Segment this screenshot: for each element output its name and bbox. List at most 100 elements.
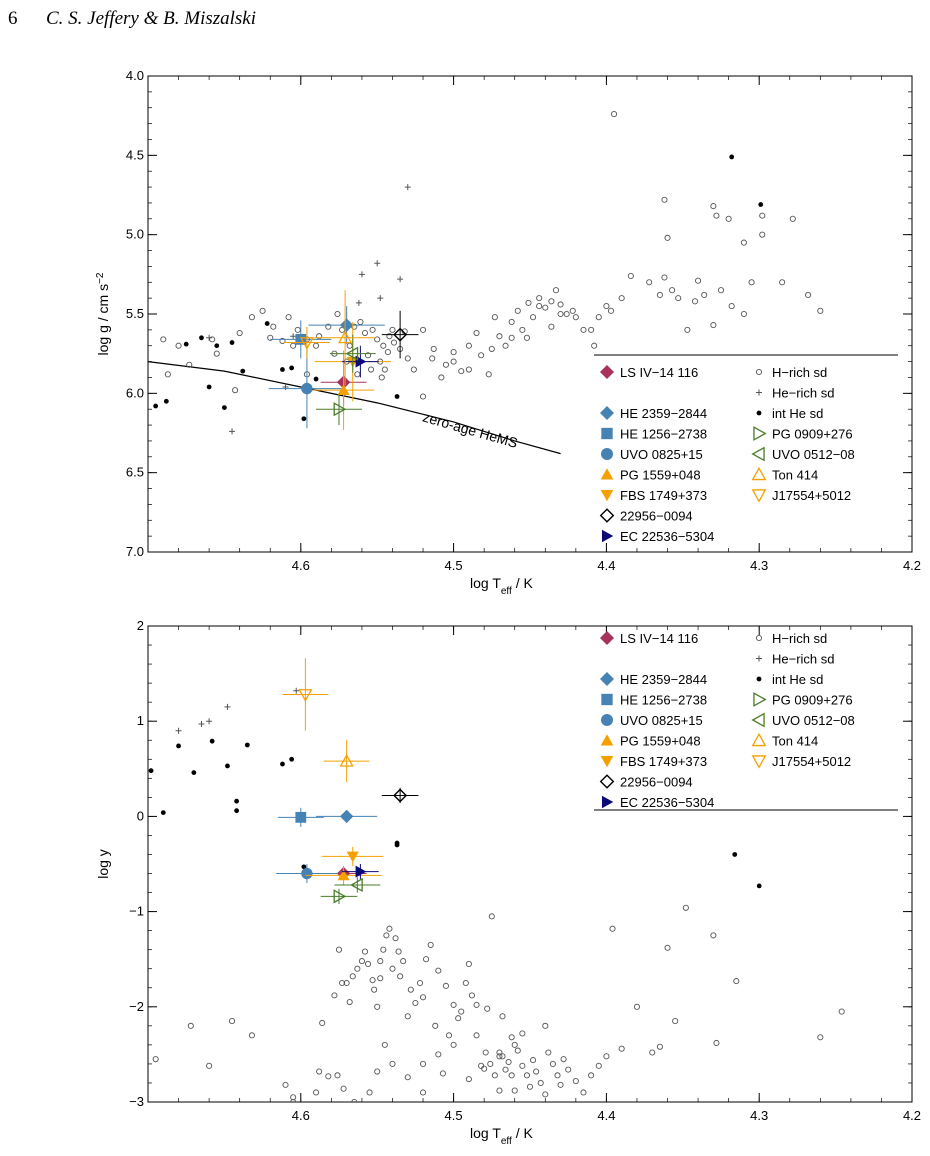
h-rich-sd-point (357, 318, 364, 325)
legend-label: HE 2359−2844 (620, 672, 707, 687)
h-rich-sd-point (560, 1056, 567, 1063)
h-rich-sd-point (445, 1032, 453, 1039)
h-rich-sd-point (789, 215, 796, 222)
h-rich-sd-point (572, 1078, 579, 1085)
h-rich-sd-point (354, 965, 361, 972)
h-rich-sd-point (468, 992, 475, 999)
star-marker (355, 355, 367, 368)
h-rich-sd-point (187, 1022, 194, 1029)
h-rich-sd-point (557, 310, 564, 318)
h-rich-sd-point (565, 1066, 572, 1073)
x-tick-label-2: 4.3 (750, 1108, 768, 1123)
legend-marker (601, 693, 613, 706)
legend-marker (601, 529, 614, 543)
h-rich-sd-point (450, 1041, 457, 1048)
h-rich-sd-point (160, 336, 167, 343)
h-rich-sd-point (374, 1068, 381, 1075)
h-rich-sd-point (384, 349, 391, 356)
h-rich-sd-point (838, 1008, 845, 1015)
h-rich-sd-point (389, 965, 396, 972)
h-rich-sd-point (438, 374, 445, 381)
legend-label: LS IV−14 116 (620, 365, 698, 380)
page-authors: C. S. Jeffery & B. Miszalski (46, 8, 257, 29)
h-rich-sd-point (334, 310, 341, 318)
int-he-sd-point (756, 883, 762, 889)
h-rich-sd-point (533, 1068, 540, 1075)
h-rich-sd-point (656, 1043, 663, 1050)
he-rich-sd-point (404, 184, 411, 191)
h-rich-sd-point (488, 345, 495, 352)
h-rich-sd-point (537, 1079, 544, 1087)
y-tick-label-2: 2 (137, 618, 144, 633)
int-he-sd-point (163, 398, 169, 404)
h-rich-sd-point (656, 291, 663, 299)
h-rich-sd-point (482, 1049, 489, 1056)
legend-label: FBS 1749+373 (620, 754, 707, 769)
legend-label: Ton 414 (772, 734, 818, 749)
int-he-sd-point (153, 403, 159, 409)
h-rich-sd-point (588, 326, 595, 333)
h-rich-sd-point (485, 371, 492, 378)
legend-label: HE 1256−2738 (620, 427, 707, 442)
h-rich-sd-point (536, 303, 543, 310)
h-rich-sd-point (478, 352, 485, 359)
x-axis-label-subscript: eff (501, 586, 512, 597)
y-tick-label-2: −2 (129, 999, 144, 1014)
legend-marker (756, 655, 762, 662)
h-rich-sd-point (206, 1062, 213, 1069)
int-he-sd-point (301, 864, 307, 870)
h-rich-sd-point (580, 326, 587, 333)
legend-marker (756, 676, 762, 682)
int-he-sd-point (394, 394, 400, 399)
h-rich-sd-point (368, 366, 375, 373)
h-rich-sd-point (455, 1015, 462, 1022)
h-rich-sd-point (371, 986, 378, 993)
h-rich-sd-point (499, 1013, 506, 1020)
legend-marker (753, 692, 767, 707)
h-rich-sd-point (542, 1022, 549, 1029)
h-rich-sd-point (779, 279, 786, 286)
h-rich-sd-point (389, 1060, 396, 1067)
x-axis-label-1: log Teff / K (470, 575, 533, 597)
h-rich-sd-point (316, 1068, 323, 1075)
legend-marker (756, 410, 762, 416)
h-rich-sd-point (695, 277, 702, 284)
h-rich-sd-point (759, 231, 766, 238)
y-tick-label-1: 6.0 (126, 385, 144, 400)
h-rich-sd-point (270, 323, 277, 330)
h-rich-sd-point (423, 956, 430, 963)
legend-marker (600, 468, 614, 480)
he-rich-sd-point (282, 383, 289, 390)
int-he-sd-point (244, 742, 250, 748)
legend-label: He−rich sd (772, 652, 835, 667)
h-rich-sd-point (523, 334, 530, 341)
h-rich-sd-point (481, 1065, 488, 1072)
h-rich-sd-point (364, 960, 372, 968)
int-he-sd-point (176, 743, 181, 749)
he-rich-sd-point (224, 703, 231, 710)
he-rich-sd-point (355, 299, 362, 306)
h-rich-sd-point (519, 1062, 526, 1069)
y-tick-label-2: −1 (129, 904, 144, 919)
h-rich-sd-point (164, 371, 171, 378)
data-layer-1 (148, 111, 824, 455)
h-rich-sd-point (508, 318, 515, 325)
h-rich-sd-point (412, 999, 419, 1007)
h-rich-sd-point (607, 307, 615, 314)
y-tick-label-2: −3 (129, 1094, 144, 1109)
h-rich-sd-point (496, 333, 503, 340)
h-rich-sd-point (232, 387, 239, 394)
legend-marker (601, 714, 613, 726)
h-rich-sd-point (390, 339, 398, 346)
x-axis-label-unit: / K (512, 575, 534, 591)
legend-label: PG 0909+276 (772, 427, 853, 442)
star-marker (349, 877, 363, 893)
int-he-sd-point (280, 367, 285, 372)
legend-label: LS IV−14 116 (620, 631, 698, 646)
legend-label: UVO 0825+15 (620, 713, 703, 728)
int-he-sd-point (313, 376, 319, 382)
h-rich-sd-point (349, 973, 356, 980)
h-rich-sd-point (664, 944, 671, 951)
h-rich-sd-point (633, 1003, 641, 1010)
legend-marker (751, 489, 767, 503)
